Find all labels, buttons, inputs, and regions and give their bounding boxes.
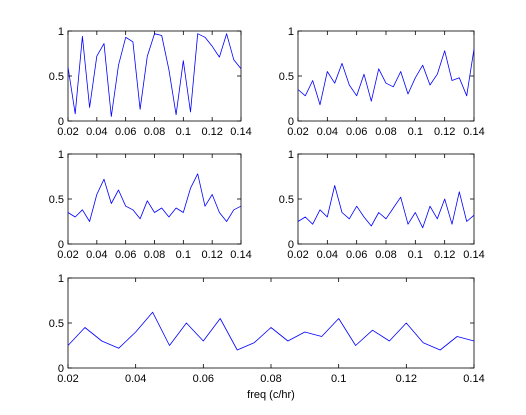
y-tick-label: 1: [58, 26, 64, 38]
x-tick-label: 0.02: [57, 249, 78, 261]
axes-frame: [297, 153, 475, 245]
x-tick-label: 0.1: [331, 373, 346, 385]
series-line: [297, 185, 475, 229]
axes-frame: [67, 277, 475, 369]
y-tick-label: 0: [58, 116, 64, 128]
x-tick-label: 0.04: [317, 249, 338, 261]
x-tick-label: 0.08: [260, 373, 281, 385]
x-tick-label: 0.08: [144, 126, 165, 138]
y-tick-label: 0: [288, 116, 294, 128]
x-tick-label: 0.06: [115, 249, 136, 261]
series-line: [67, 173, 242, 222]
y-tick-label: 1: [288, 149, 294, 161]
x-axis-label: freq (c/hr): [247, 389, 295, 401]
y-tick-label: 0: [58, 363, 64, 375]
panel-middle-left: 0.02 0.04 0.06 0.08 0.1 0.12 0.14 0 0.5 1: [49, 149, 252, 261]
x-tick-label: 0.1: [408, 126, 423, 138]
y-tick-label: 1: [58, 273, 64, 285]
panel-top-right: 0.02 0.04 0.06 0.08 0.1 0.12 0.14 0 0.5 1: [279, 26, 485, 138]
x-tick-label: 0.14: [463, 249, 484, 261]
x-tick-label: 0.1: [176, 126, 191, 138]
panel-middle-right: 0.02 0.04 0.06 0.08 0.1 0.12 0.14 0 0.5 1: [279, 149, 485, 261]
y-tick-label: 0.5: [279, 71, 294, 83]
y-tick-label: 0.5: [49, 194, 64, 206]
x-tick-label: 0.12: [396, 373, 417, 385]
x-tick-label: 0.02: [57, 126, 78, 138]
x-tick-label: 0.12: [434, 249, 455, 261]
y-tick-label: 1: [58, 149, 64, 161]
y-tick-label: 0: [58, 239, 64, 251]
x-tick-label: 0.08: [144, 249, 165, 261]
series-line: [67, 33, 242, 117]
panel-top-left: 0.02 0.04 0.06 0.08 0.1 0.12 0.14 0 0.5 1: [49, 26, 252, 138]
x-tick-label: 0.08: [375, 126, 396, 138]
x-tick-label: 0.02: [287, 126, 308, 138]
x-tick-label: 0.06: [115, 126, 136, 138]
y-tick-label: 1: [288, 26, 294, 38]
x-tick-label: 0.1: [176, 249, 191, 261]
x-tick-label: 0.14: [230, 249, 251, 261]
y-tick-label: 0: [288, 239, 294, 251]
series-line: [297, 48, 475, 106]
x-tick-label: 0.04: [86, 249, 107, 261]
x-tick-label: 0.14: [463, 373, 484, 385]
x-tick-label: 0.02: [287, 249, 308, 261]
y-tick-label: 0.5: [279, 194, 294, 206]
x-tick-label: 0.12: [434, 126, 455, 138]
x-tick-label: 0.06: [346, 249, 367, 261]
x-tick-label: 0.04: [86, 126, 107, 138]
x-tick-label: 0.02: [57, 373, 78, 385]
x-tick-label: 0.04: [317, 126, 338, 138]
x-tick-label: 0.14: [463, 126, 484, 138]
axes-frame: [67, 153, 242, 245]
x-tick-label: 0.14: [230, 126, 251, 138]
y-tick-label: 0.5: [49, 71, 64, 83]
x-tick-label: 0.08: [375, 249, 396, 261]
x-tick-label: 0.06: [346, 126, 367, 138]
axes-frame: [297, 30, 475, 122]
x-tick-label: 0.1: [408, 249, 423, 261]
y-tick-label: 0.5: [49, 318, 64, 330]
panel-bottom: 0.02 0.04 0.06 0.08 0.1 0.12 0.14 0 0.5 1 freq (c/…: [49, 273, 485, 401]
series-line: [67, 311, 475, 351]
x-tick-label: 0.06: [193, 373, 214, 385]
x-tick-label: 0.12: [201, 126, 222, 138]
x-tick-label: 0.12: [201, 249, 222, 261]
x-tick-label: 0.04: [125, 373, 146, 385]
